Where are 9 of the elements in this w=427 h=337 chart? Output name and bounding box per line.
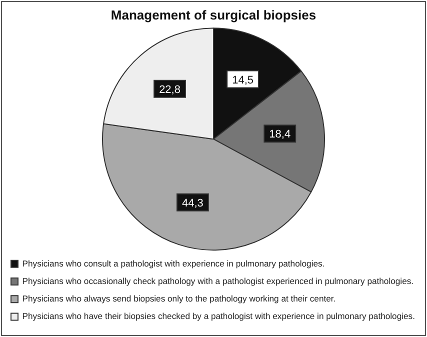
data-label: 18,4	[269, 128, 291, 141]
data-label: 22,8	[159, 84, 180, 96]
data-label: 44,3	[182, 197, 204, 210]
data-label: 14,5	[232, 74, 254, 86]
legend-label: Physicians who occasionally check pathology with a pathologist experienced in pulmonary pathologies.	[22, 276, 414, 286]
legend-label: Physicians who always send biopsies only to the pathology working at their center.	[22, 293, 336, 304]
legend-label: Physicians who have their biopsies checked by a pathologist with experience in pulmonary pathologies.	[22, 311, 415, 322]
legend-label: Physicians who consult a pathologist with experience in pulmonary pathologies.	[22, 258, 325, 268]
chart-title: Management of surgical biopsies	[110, 7, 316, 22]
